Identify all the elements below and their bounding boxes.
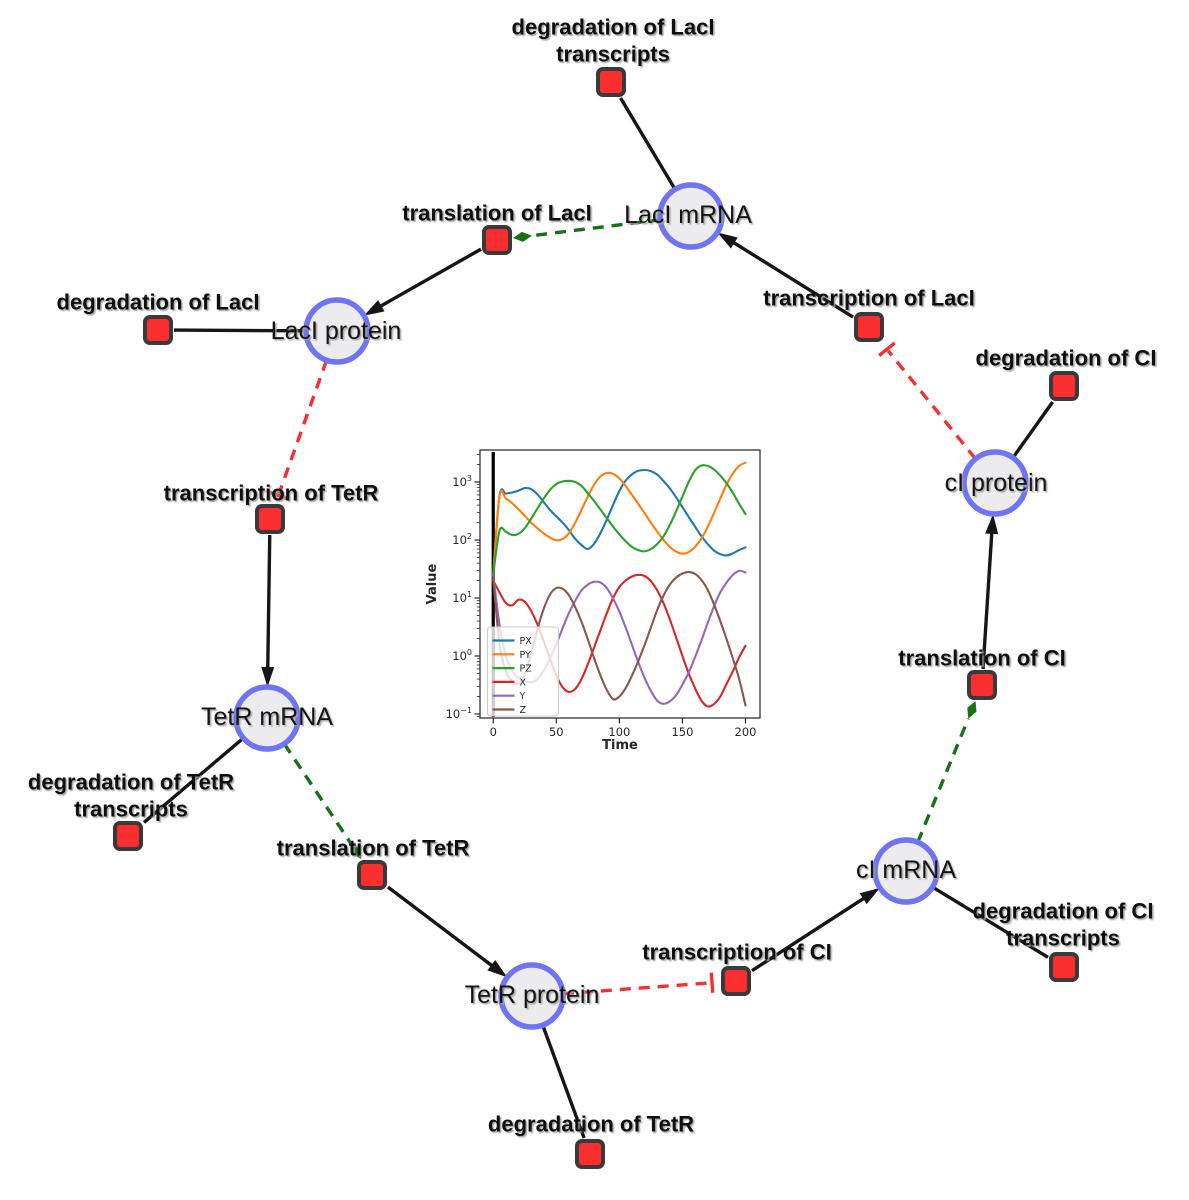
reaction-node-translation_laci[interactable] [482,225,512,255]
edge-modifier-ci_mrna-translation_ci-diamond [967,701,977,719]
species-label-laci_mrna: LacI mRNA [624,201,752,229]
edge-inhibition-tetr_protein-transcription_ci-tbar [709,972,715,993]
reaction-node-deg_tetr[interactable] [575,1139,605,1169]
edge-production-transcription_ci-ci_mrna [751,895,868,973]
species-label-ci_protein: cI protein [945,469,1048,497]
edges-layer [142,97,1055,1139]
edge-production-transcription_laci-laci_mrna-arrowhead [717,232,738,249]
chart-legend-label-Z: Z [520,705,527,716]
reaction-node-deg_ci_transcripts[interactable] [1049,952,1079,982]
chart-series-PX [492,468,747,576]
edge-modifier-laci_mrna-translation_laci [531,218,661,238]
chart-x-tick-label: 0 [490,725,497,739]
species-node-ci_protein[interactable] [961,449,1029,517]
labels-layer: degradation of LacI transcripts translatio… [28,15,1157,1137]
edge-production-translation_ci-ci_protein [981,529,994,670]
chart-x-tick-label: 100 [608,725,630,739]
edge-modifier-laci_mrna-translation_laci-diamond [513,231,532,242]
reaction-label-translation_tetr: translation of TetR [277,836,470,861]
species-label-ci_mrna: cI mRNA [856,856,956,884]
edge-production-transcription_ci-ci_mrna-arrowhead [859,887,880,905]
reaction-node-translation_ci[interactable] [967,670,997,700]
edge-modifier-tetr_mrna-translation_tetr [282,742,353,845]
reaction-label-deg_tetr_transcripts: degradation of TetR transcripts [28,770,234,822]
species-node-tetr_mrna[interactable] [233,684,301,752]
reaction-label-deg_tetr: degradation of TetR [488,1112,694,1137]
edge-inhibition-laci_protein-transcription_tetr-tbar [268,490,289,501]
edge-production-transcription_laci-laci_mrna [729,239,854,319]
reaction-node-deg_laci[interactable] [143,315,173,345]
species-label-tetr_mrna: TetR mRNA [201,703,333,731]
edge-consumption-ci_mrna-deg_ci_transcripts [931,885,1049,959]
chart-legend: PX PY PZ XYZ [487,626,559,717]
edge-production-translation_laci-laci_protein-arrowhead [363,300,385,316]
chart-legend-label-Y: Y [519,691,526,702]
edge-production-translation_tetr-tetr_protein [386,885,496,970]
nodes-layer [113,67,1079,1169]
chart-x-tick-label: 150 [671,725,693,739]
reaction-label-translation_ci: translation of CI [898,646,1065,671]
chart-series-PY [492,461,747,576]
reaction-label-transcription_laci: transcription of LacI [763,286,974,311]
reaction-label-deg_laci: degradation of LacI [57,290,260,315]
reaction-label-deg_ci_transcripts: degradation of CI transcripts [973,899,1154,951]
reaction-label-deg_ci: degradation of CI [976,346,1157,371]
chart-xlabel: Time [602,738,638,753]
edge-production-transcription_tetr-tetr_mrna-arrowhead [261,666,275,688]
chart-ylabel: Value [425,563,440,604]
chart-legend-label-PX: PX [520,636,533,647]
species-node-laci_mrna[interactable] [657,182,725,250]
edge-consumption-tetr_mrna-deg_tetr_transcripts [142,736,245,824]
edge-inhibition-laci_protein-transcription_tetr [277,359,329,495]
edge-consumption-laci_protein-deg_laci [173,328,307,333]
chart-series-X [492,573,747,708]
edge-modifier-tetr_mrna-translation_tetr-diamond [350,843,362,859]
edge-modifier-ci_mrna-translation_ci [916,717,970,843]
reaction-node-deg_laci_transcripts[interactable] [596,67,626,97]
chart-x-tick-label: 200 [735,725,757,739]
reaction-node-transcription_tetr[interactable] [255,504,285,534]
reaction-label-transcription_tetr: transcription of TetR [164,481,379,506]
species-label-tetr_protein: TetR protein [465,981,600,1009]
edge-inhibition-tetr_protein-transcription_ci [562,981,711,996]
edge-production-transcription_tetr-tetr_mrna [266,534,272,672]
edge-consumption-tetr_protein-deg_tetr [541,1024,586,1139]
reaction-label-transcription_ci: transcription of CI [642,940,831,965]
inset-chart: 0 50 100 150 20010−1100101102103TimeValuePXP… [422,436,777,776]
chart-legend-label-X: X [520,677,527,688]
edge-production-translation_ci-ci_protein-arrowhead [985,513,999,535]
species-node-ci_mrna[interactable] [872,837,940,905]
chart-legend-label-PZ: PZ [520,664,533,675]
reaction-node-transcription_laci[interactable] [854,312,884,342]
chart-x-tick-label: 50 [549,725,564,739]
species-label-laci_protein: LacI protein [271,317,402,345]
chart-legend-label-PY: PY [520,650,532,661]
reaction-label-translation_laci: translation of LacI [402,201,591,226]
reaction-node-deg_tetr_transcripts[interactable] [113,821,143,851]
edge-production-translation_laci-laci_protein [377,247,482,310]
chart-legend-box [487,626,559,717]
reaction-node-deg_ci[interactable] [1049,371,1079,401]
chart-series-PZ [492,464,747,576]
species-node-tetr_protein[interactable] [498,962,566,1030]
edge-production-translation_tetr-tetr_protein-arrowhead [487,960,508,978]
edge-inhibition-ci_protein-transcription_laci [886,349,977,460]
reaction-node-translation_tetr[interactable] [357,860,387,890]
edge-inhibition-ci_protein-transcription_laci-tbar [878,341,896,357]
reaction-label-deg_laci_transcripts: degradation of LacI transcripts [512,15,715,67]
reaction-node-transcription_ci[interactable] [721,966,751,996]
edge-consumption-laci_mrna-deg_laci_transcripts [619,97,677,191]
species-node-laci_protein[interactable] [303,297,371,365]
edge-consumption-ci_protein-deg_ci [1011,401,1055,459]
